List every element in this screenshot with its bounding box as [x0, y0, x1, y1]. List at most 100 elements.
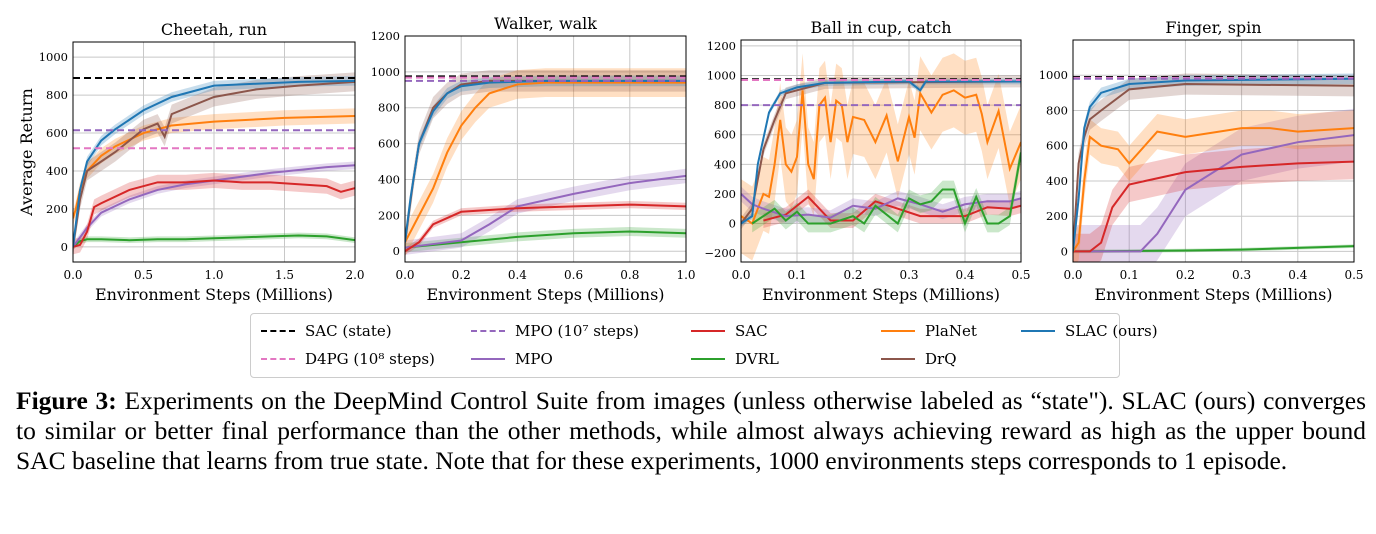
x-tick-label: 0.1	[787, 268, 806, 282]
figure-caption: Figure 3: Experiments on the DeepMind Co…	[16, 386, 1366, 476]
series-band	[1073, 143, 1354, 262]
x-tick-label: 0.2	[1176, 268, 1195, 282]
y-tick-label: 1000	[1039, 68, 1068, 82]
legend-swatch	[691, 330, 725, 332]
series-band	[73, 72, 355, 257]
x-axis-label: Environment Steps (Millions)	[762, 285, 1000, 304]
y-tick-label: 0	[61, 240, 68, 254]
y-tick-label: 1000	[707, 69, 736, 83]
series-line-mpo	[1073, 134, 1354, 253]
legend-swatch	[881, 358, 915, 360]
chart-title: Finger, spin	[1165, 18, 1261, 37]
plot-frame	[72, 41, 356, 263]
series-band	[405, 201, 686, 255]
legend-swatch	[261, 330, 295, 332]
y-tick-label: 800	[46, 88, 68, 102]
series-line-mpo	[405, 174, 686, 249]
series-band	[73, 108, 355, 226]
y-tick-label: 200	[378, 208, 400, 222]
series-line-sac	[1073, 160, 1354, 253]
chart-title: Ball in cup, catch	[811, 18, 952, 37]
legend-item: DVRL	[691, 350, 779, 368]
y-tick-label: 600	[46, 126, 68, 140]
legend-item: MPO	[471, 350, 553, 368]
series-line-sac	[405, 203, 686, 253]
x-tick-label: 0.6	[564, 268, 583, 282]
legend-swatch	[1021, 330, 1055, 332]
series-line-mpo	[73, 164, 355, 248]
chart-title: Walker, walk	[494, 14, 597, 33]
y-tick-label: 200	[1046, 209, 1068, 223]
legend-item: SAC	[691, 322, 768, 340]
x-tick-label: 0.3	[899, 268, 918, 282]
chart-panel-3: 0.0 0.1 0.2 0.3 0.4 0.5 0 200 400 600 800 1000 Finge…	[1039, 18, 1364, 304]
x-tick-label: 0.3	[1232, 268, 1251, 282]
legend-swatch	[881, 330, 915, 332]
x-tick-label: 0.0	[63, 268, 82, 282]
x-tick-label: 0.0	[731, 268, 750, 282]
series-line-drq	[73, 80, 355, 247]
legend-label: DrQ	[925, 350, 957, 368]
series-band	[405, 227, 686, 253]
y-tick-label: 600	[1046, 139, 1068, 153]
y-tick-label: 400	[378, 172, 400, 186]
x-tick-label: 0.5	[1011, 268, 1030, 282]
series-line-planet	[741, 89, 1021, 226]
x-axis-label: Environment Steps (Millions)	[1094, 285, 1332, 304]
series-line-drq	[1073, 83, 1354, 252]
legend-item: PlaNet	[881, 322, 977, 340]
y-tick-label: 600	[714, 128, 736, 142]
plot-frame	[740, 39, 1022, 263]
y-tick-label: 1200	[371, 29, 400, 43]
y-tick-label: 400	[1046, 174, 1068, 188]
legend: SAC (state) D4PG (10⁸ steps) MPO (10⁷ step…	[250, 313, 1158, 378]
plot-frame	[404, 35, 687, 263]
x-tick-label: 1.5	[275, 268, 294, 282]
legend-swatch	[691, 358, 725, 360]
series-band	[1073, 108, 1354, 262]
legend-swatch	[261, 358, 295, 360]
caption-text: Experiments on the DeepMind Control Suit…	[16, 386, 1366, 475]
x-tick-label: 0.4	[1288, 268, 1307, 282]
y-tick-label: 1000	[371, 65, 400, 79]
legend-item: SAC (state)	[261, 322, 392, 340]
series-line-planet	[1073, 127, 1354, 252]
series-line-slac	[1073, 77, 1354, 252]
series-band	[405, 68, 686, 257]
chart-panel-2: 0.0 0.1 0.2 0.3 0.4 0.5 −200 0 200 400 600 800 1000 1…	[704, 18, 1030, 304]
legend-item: SLAC (ours)	[1021, 322, 1158, 340]
series-band	[73, 172, 355, 255]
x-tick-label: 0.8	[620, 268, 639, 282]
series-band	[73, 161, 355, 251]
x-tick-label: 0.4	[955, 268, 974, 282]
legend-item: DrQ	[881, 350, 957, 368]
x-tick-label: 0.1	[1120, 268, 1139, 282]
legend-label: PlaNet	[925, 322, 977, 340]
legend-swatch	[471, 358, 505, 360]
y-tick-label: 400	[46, 164, 68, 178]
series-line-dvrl	[751, 152, 1021, 227]
x-tick-label: 0.5	[1344, 268, 1363, 282]
series-line-slac	[741, 80, 1021, 225]
x-tick-label: 0.2	[843, 268, 862, 282]
y-tick-label: 0	[729, 217, 736, 231]
y-tick-label: 0	[1061, 244, 1068, 258]
legend-label: SAC (state)	[305, 322, 392, 340]
series-line-dvrl	[1073, 245, 1354, 253]
y-tick-label: 200	[46, 202, 68, 216]
series-band	[405, 70, 686, 254]
y-tick-label: 800	[714, 98, 736, 112]
x-tick-label: 1.0	[676, 268, 695, 282]
y-tick-label: −200	[704, 246, 736, 260]
y-tick-label: 1200	[707, 39, 736, 53]
x-tick-label: 1.0	[204, 268, 223, 282]
x-tick-label: 0.4	[508, 268, 527, 282]
legend-label: MPO (10⁷ steps)	[515, 322, 639, 340]
caption-label: Figure 3:	[16, 386, 117, 415]
y-tick-label: 200	[714, 187, 736, 201]
chart-title: Cheetah, run	[161, 20, 267, 39]
legend-swatch	[471, 330, 505, 332]
legend-item: D4PG (10⁸ steps)	[261, 350, 435, 368]
series-line-sac	[73, 179, 355, 248]
x-tick-label: 0.5	[134, 268, 153, 282]
